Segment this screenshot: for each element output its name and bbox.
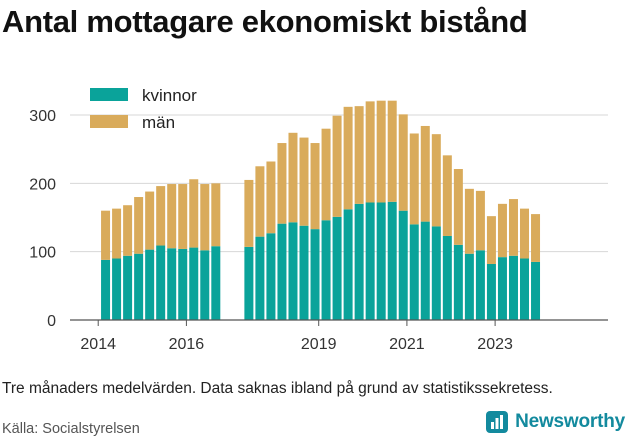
y-tick-label: 0 bbox=[47, 313, 56, 330]
bar-kvinnor bbox=[475, 250, 485, 320]
bar-man bbox=[343, 106, 353, 210]
legend-swatch-kvinnor bbox=[90, 88, 128, 101]
bar-kvinnor bbox=[520, 258, 530, 320]
bar-kvinnor bbox=[365, 202, 375, 320]
bar-kvinnor bbox=[134, 253, 144, 320]
bar-man bbox=[420, 125, 430, 222]
legend-label-man: män bbox=[142, 113, 175, 132]
bar-man bbox=[288, 132, 298, 223]
x-tick-label: 2021 bbox=[389, 336, 425, 353]
bar-man bbox=[387, 100, 397, 202]
bar-man bbox=[475, 190, 485, 251]
bar-man bbox=[112, 208, 122, 259]
bar-kvinnor bbox=[288, 222, 298, 320]
bar-kvinnor bbox=[497, 257, 507, 320]
bar-kvinnor bbox=[244, 246, 254, 320]
bar-man bbox=[376, 100, 386, 203]
brand-logo[interactable]: Newsworthy bbox=[485, 410, 625, 434]
bar-kvinnor bbox=[299, 225, 309, 320]
legend: kvinnor män bbox=[90, 86, 197, 132]
bar-man bbox=[464, 188, 474, 254]
chart-title: Antal mottagare ekonomiskt bistånd bbox=[2, 4, 528, 39]
bar-man bbox=[277, 143, 287, 224]
y-tick-label: 100 bbox=[29, 245, 56, 262]
bar-man bbox=[398, 114, 408, 211]
bar-man bbox=[134, 197, 144, 254]
bar-kvinnor bbox=[531, 261, 541, 320]
bar-kvinnor bbox=[156, 245, 166, 320]
x-tick-label: 2019 bbox=[301, 336, 337, 353]
bar-man bbox=[167, 184, 177, 249]
bar-kvinnor bbox=[112, 258, 122, 320]
legend-label-kvinnor: kvinnor bbox=[142, 86, 197, 105]
bar-kvinnor bbox=[332, 216, 342, 320]
bar-kvinnor bbox=[101, 259, 111, 320]
bar-kvinnor bbox=[189, 247, 199, 320]
bar-man bbox=[409, 133, 419, 225]
bar-man bbox=[365, 101, 375, 203]
bar-man bbox=[508, 199, 518, 256]
bar-man bbox=[354, 106, 364, 204]
bar-man bbox=[520, 208, 530, 259]
bar-kvinnor bbox=[409, 224, 419, 320]
brand-name: Newsworthy bbox=[515, 411, 625, 432]
bar-man bbox=[255, 166, 265, 237]
bar-kvinnor bbox=[321, 220, 331, 320]
bar-kvinnor bbox=[266, 233, 276, 320]
bar-kvinnor bbox=[255, 236, 265, 320]
bar-man bbox=[531, 214, 541, 262]
bar-kvinnor bbox=[354, 203, 364, 320]
bar-kvinnor bbox=[420, 221, 430, 320]
bar-kvinnor bbox=[145, 249, 155, 320]
legend-swatch-man bbox=[90, 115, 128, 128]
bar-kvinnor bbox=[442, 235, 452, 320]
x-tick-label: 2016 bbox=[169, 336, 205, 353]
bar-kvinnor bbox=[178, 248, 188, 320]
bar-kvinnor bbox=[123, 255, 133, 320]
bar-man bbox=[123, 205, 133, 256]
stacked-bar-chart: 0 100 200 300 2014 2016 2019 2021 2023 kvinnor m… bbox=[29, 86, 608, 353]
bar-kvinnor bbox=[464, 253, 474, 320]
axes-group: 0 100 200 300 2014 2016 2019 2021 2023 bbox=[29, 108, 608, 353]
bar-kvinnor bbox=[167, 248, 177, 320]
bars-group bbox=[101, 100, 541, 320]
newsworthy-logo-icon bbox=[486, 411, 509, 433]
bar-man bbox=[178, 184, 188, 249]
bar-man bbox=[200, 184, 210, 251]
bar-man bbox=[497, 203, 507, 258]
bar-man bbox=[266, 161, 276, 234]
bar-man bbox=[211, 183, 221, 247]
bar-kvinnor bbox=[453, 244, 463, 320]
bar-kvinnor bbox=[508, 255, 518, 320]
bar-kvinnor bbox=[211, 246, 221, 320]
y-tick-label: 300 bbox=[29, 108, 56, 125]
bar-man bbox=[156, 186, 166, 246]
bar-kvinnor bbox=[277, 223, 287, 320]
bar-man bbox=[310, 143, 320, 230]
bar-kvinnor bbox=[376, 202, 386, 320]
bar-man bbox=[453, 169, 463, 245]
bar-kvinnor bbox=[310, 229, 320, 320]
y-tick-label: 200 bbox=[29, 176, 56, 193]
bar-kvinnor bbox=[343, 209, 353, 320]
x-tick-label: 2014 bbox=[80, 336, 116, 353]
bar-kvinnor bbox=[486, 263, 496, 320]
bar-man bbox=[189, 179, 199, 248]
bar-kvinnor bbox=[200, 250, 210, 320]
source-credit: Källa: Socialstyrelsen bbox=[2, 421, 140, 437]
bar-man bbox=[442, 155, 452, 236]
bar-kvinnor bbox=[431, 226, 441, 320]
bar-kvinnor bbox=[387, 201, 397, 320]
bar-man bbox=[145, 191, 155, 250]
chart-footnote: Tre månaders medelvärden. Data saknas ib… bbox=[2, 380, 553, 397]
bar-kvinnor bbox=[398, 210, 408, 320]
bar-man bbox=[321, 128, 331, 221]
bar-man bbox=[431, 134, 441, 227]
bar-man bbox=[332, 115, 342, 217]
bar-man bbox=[299, 137, 309, 226]
x-tick-label: 2023 bbox=[477, 336, 513, 353]
bar-man bbox=[486, 216, 496, 264]
bar-man bbox=[101, 210, 111, 260]
bar-man bbox=[244, 179, 254, 247]
